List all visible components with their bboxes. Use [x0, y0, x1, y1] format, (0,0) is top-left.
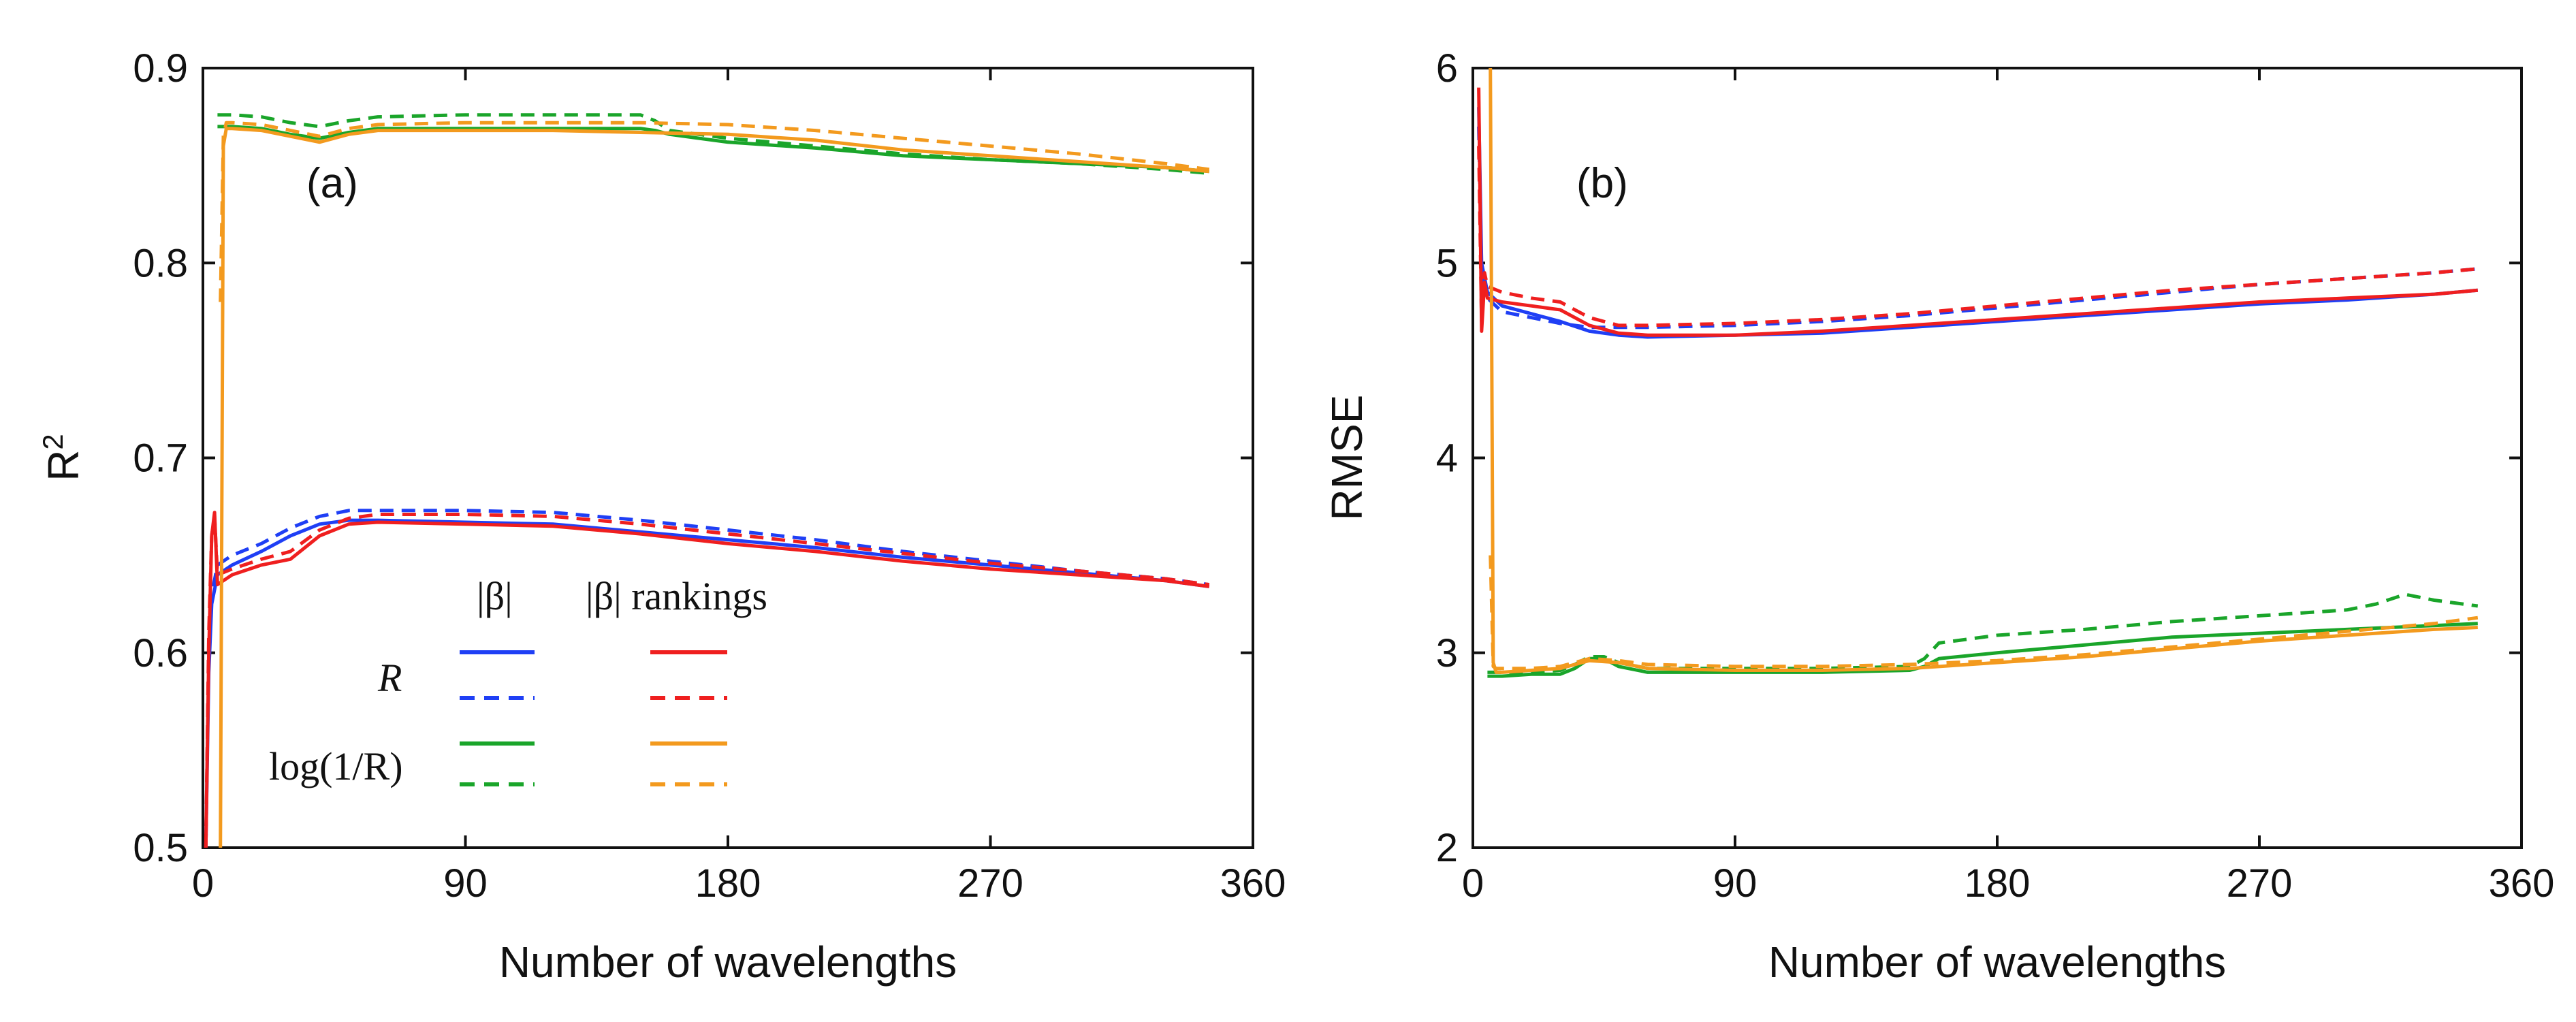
panel-label-a: (a) [306, 160, 358, 207]
x-tick-label-b: 270 [2227, 861, 2293, 906]
y-tick-label-b: 6 [1436, 46, 1458, 91]
series-line-b-6 [1489, 68, 2478, 674]
x-tick-label-a: 0 [192, 861, 214, 906]
series-line-a-6 [219, 127, 1210, 848]
legend-row1-label: R [377, 656, 402, 700]
x-tick-label-b: 360 [2489, 861, 2555, 906]
y-tick-label-a: 0.8 [133, 241, 188, 285]
y-tick-label-b: 5 [1436, 241, 1458, 285]
y-tick-label-a: 0.6 [133, 631, 188, 675]
series-line-b-5 [1487, 592, 2479, 674]
y-tick-label-b: 4 [1436, 436, 1458, 481]
series-line-a-7 [219, 121, 1210, 302]
series-line-b-2 [1477, 87, 2479, 337]
x-axis-label-a: Number of wavelengths [499, 938, 957, 987]
ticks-a: 0 90 180 270 360 0.5 0.6 0.7 0.8 0.9 [133, 46, 1286, 906]
x-tick-label-a: 180 [695, 861, 761, 906]
series-line-b-0 [1477, 107, 2479, 339]
x-tick-label-a: 270 [957, 861, 1023, 906]
series-line-a-5 [217, 113, 1210, 176]
series-a [204, 113, 1210, 848]
x-tick-label-a: 90 [443, 861, 488, 906]
series-line-b-7 [1489, 555, 2479, 671]
x-tick-label-b: 90 [1713, 861, 1758, 906]
y-axis-label-a: R2 [37, 434, 89, 481]
y-axis-label-b: RMSE [1322, 395, 1371, 521]
legend: |β| |β| rankings R log(1/R) [269, 574, 767, 788]
legend-col2-header: |β| rankings [586, 574, 767, 618]
series-line-b-4 [1487, 622, 2478, 678]
legend-col1-header: |β| [477, 574, 513, 618]
y-tick-label-b: 2 [1436, 826, 1458, 870]
y-axis-label-sup-a: 2 [37, 434, 69, 449]
panel-b: 0 90 180 270 360 2 3 4 5 6 (b) Number of waveleng… [1322, 46, 2554, 987]
x-tick-label-b: 180 [1965, 861, 2031, 906]
panel-a: 0 90 180 270 360 0.5 0.6 0.7 0.8 0.9 (a) Number o… [37, 46, 1286, 987]
plot-frame-a [202, 67, 1254, 849]
series-line-b-1 [1477, 126, 2479, 330]
series-line-a-1 [204, 509, 1210, 848]
y-tick-label-a: 0.9 [133, 46, 188, 91]
legend-row2-label: log(1/R) [269, 744, 403, 788]
ticks-b: 0 90 180 270 360 2 3 4 5 6 [1436, 46, 2555, 906]
series-line-a-3 [204, 513, 1210, 848]
y-tick-label-b: 3 [1436, 631, 1458, 675]
series-b [1477, 68, 2479, 678]
x-axis-label-b: Number of wavelengths [1768, 938, 2226, 987]
panel-label-b: (b) [1576, 160, 1628, 207]
series-line-a-4 [217, 125, 1210, 174]
y-axis-label-base-a: R [39, 450, 88, 481]
x-tick-label-a: 360 [1220, 861, 1286, 906]
x-tick-label-b: 0 [1462, 861, 1484, 906]
y-tick-label-a: 0.5 [133, 826, 188, 870]
y-tick-label-a: 0.7 [133, 436, 188, 481]
plot-frame-b [1472, 67, 2523, 849]
series-line-a-2 [204, 511, 1210, 848]
